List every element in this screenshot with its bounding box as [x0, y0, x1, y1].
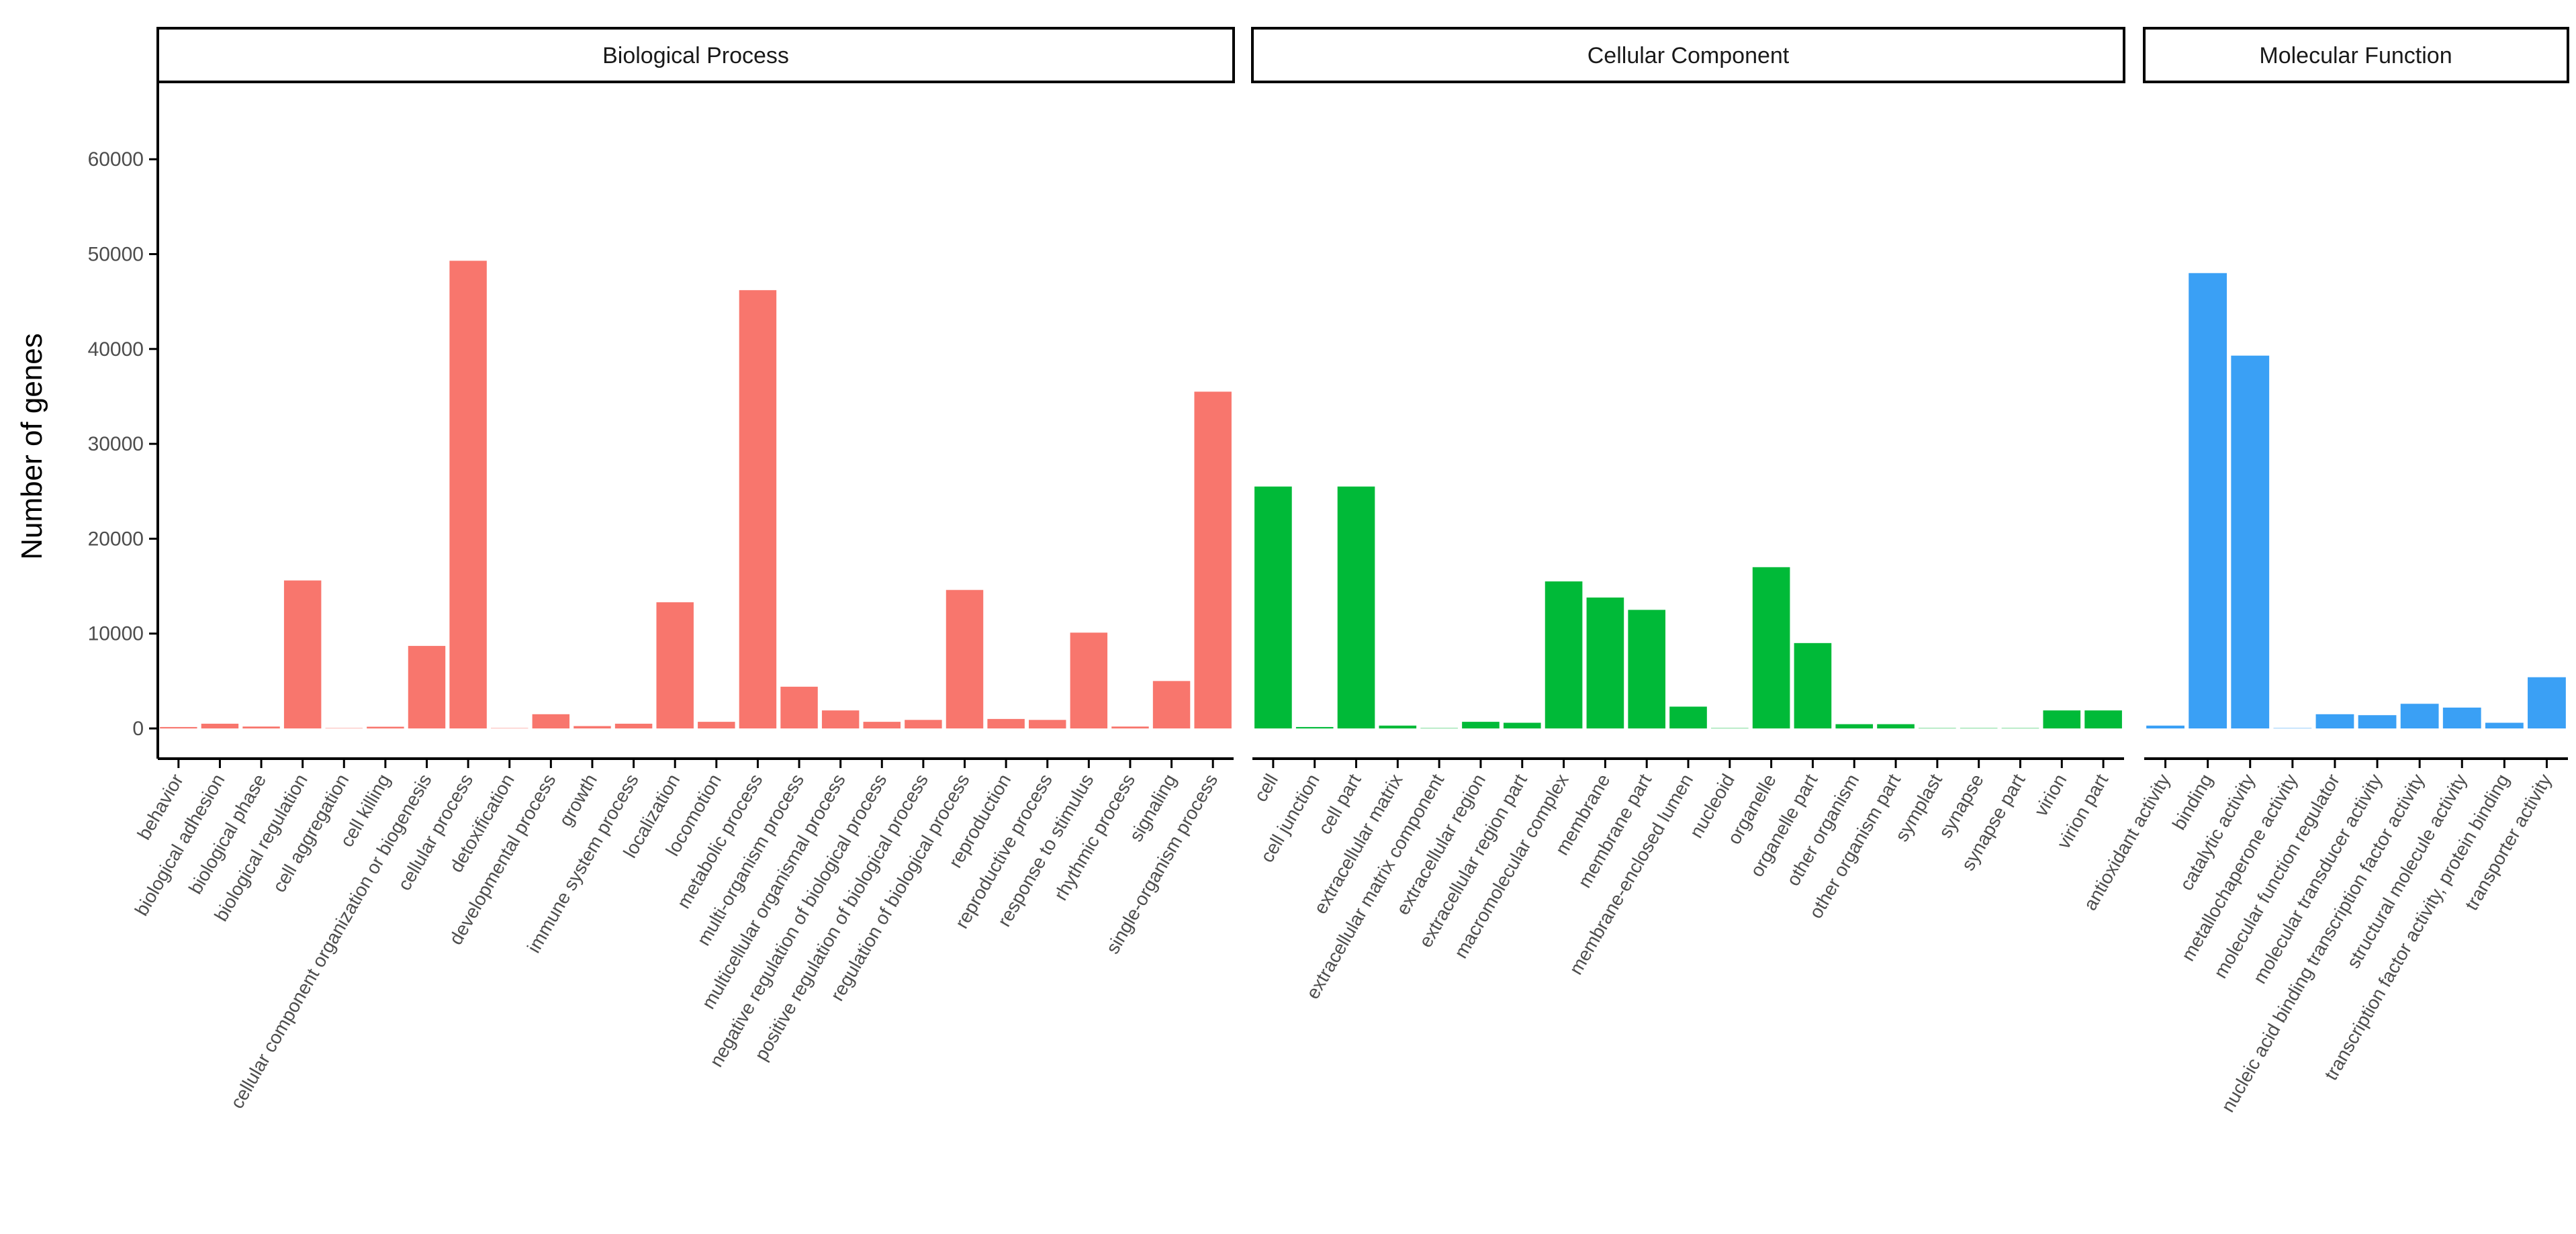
bar-organelle — [1752, 567, 1790, 728]
bar-biological-adhesion — [201, 723, 239, 728]
bar-other-organism — [1835, 724, 1874, 728]
bar-extracellular-region — [1462, 722, 1500, 728]
x-tick-label: growth — [555, 771, 601, 830]
bar-localization — [656, 602, 694, 728]
bar-organelle-part — [1794, 643, 1832, 728]
bar-structural-molecule-activity — [2442, 707, 2481, 728]
bar-positive-regulation-of-biological-process — [905, 720, 942, 728]
bar-transporter-activity — [2528, 677, 2566, 728]
facet-strip-box — [156, 27, 1235, 83]
bar-single-organism-process — [1194, 391, 1232, 728]
bar-multicellular-organismal-process — [821, 710, 860, 728]
bar-antioxidant-activity — [2146, 725, 2184, 728]
y-axis-title: Number of genes — [15, 333, 48, 560]
facet-title-molecular-function: Molecular Function — [2259, 43, 2452, 68]
y-tick-label: 30000 — [88, 433, 144, 455]
bar-reproduction — [987, 718, 1025, 728]
bar-synapse — [1960, 728, 1998, 729]
bar-cell-part — [1337, 486, 1375, 728]
bar-signaling — [1152, 681, 1191, 728]
bar-synapse-part — [2002, 728, 2039, 729]
facet-title-biological-process: Biological Process — [602, 43, 789, 68]
bar-behavior — [160, 726, 197, 728]
x-tick-label: cell — [1250, 771, 1282, 806]
bar-metallochaperone-activity — [2273, 728, 2311, 729]
bar-virion — [2043, 710, 2081, 728]
bar-cell-junction — [1295, 726, 1334, 728]
y-tick-label: 20000 — [88, 528, 144, 550]
bar-extracellular-region-part — [1503, 722, 1541, 728]
bar-regulation-of-biological-process — [946, 589, 984, 728]
y-tick-label: 0 — [132, 718, 144, 740]
bar-membrane — [1586, 598, 1624, 728]
bar-cell — [1254, 486, 1292, 728]
y-tick-label: 40000 — [88, 338, 144, 361]
bar-binding — [2189, 273, 2227, 728]
x-tick-label: virion — [2030, 771, 2070, 820]
bar-molecular-transducer-activity — [2358, 715, 2397, 728]
facet-strip-cellular-component: Cellular Component — [1251, 27, 2125, 83]
facet-strip-biological-process: Biological Process — [156, 27, 1235, 83]
bar-molecular-function-regulator — [2315, 714, 2354, 728]
bar-cell-killing — [367, 726, 404, 728]
bar-negative-regulation-of-biological-process — [863, 722, 901, 728]
bar-catalytic-activity — [2231, 355, 2270, 728]
bar-rhythmic-process — [1111, 726, 1149, 728]
bar-macromolecular-complex — [1545, 581, 1583, 728]
bar-symplast — [1919, 728, 1956, 729]
bar-locomotion — [698, 722, 735, 728]
y-tick-label: 10000 — [88, 623, 144, 645]
bar-response-to-stimulus — [1070, 632, 1108, 728]
bar-cellular-process — [449, 260, 487, 728]
bar-growth — [573, 726, 611, 728]
x-tick-label: cellular component organization or bioge… — [226, 771, 436, 1112]
bar-immune-system-process — [614, 723, 653, 728]
bar-cellular-component-organization-or-biogenesis — [408, 646, 446, 728]
bar-reproductive-process — [1029, 720, 1066, 728]
bar-membrane-part — [1628, 610, 1666, 728]
bar-membrane-enclosed-lumen — [1669, 706, 1707, 728]
y-tick-label: 50000 — [88, 244, 144, 266]
bar-nucleoid — [1711, 728, 1749, 729]
bar-extracellular-matrix-component — [1420, 728, 1458, 729]
bar-metabolic-process — [739, 290, 777, 729]
bar-cell-aggregation — [326, 728, 363, 729]
bar-biological-regulation — [283, 580, 322, 728]
y-tick-label: 60000 — [88, 148, 144, 171]
bar-nucleic-acid-binding-transcription-factor-activity — [2400, 704, 2439, 728]
bar-multi-organism-process — [780, 686, 818, 728]
bar-detoxification — [491, 728, 528, 729]
bar-biological-phase — [242, 726, 280, 728]
facet-strip-box — [2143, 27, 2569, 83]
facet-strips: Biological Process Cellular Component Mo… — [156, 27, 2569, 83]
y-axis: 0 10000 20000 30000 40000 50000 60000 — [88, 82, 159, 759]
facet-strip-box — [1251, 27, 2125, 83]
bar-developmental-process — [532, 714, 570, 728]
bar-virion-part — [2084, 710, 2122, 728]
facet-title-cellular-component: Cellular Component — [1588, 43, 1790, 68]
bar-other-organism-part — [1877, 724, 1915, 728]
facet-strip-molecular-function: Molecular Function — [2143, 27, 2569, 83]
bar-extracellular-matrix — [1379, 725, 1417, 728]
bar-transcription-factor-activity-protein-binding — [2485, 722, 2524, 728]
